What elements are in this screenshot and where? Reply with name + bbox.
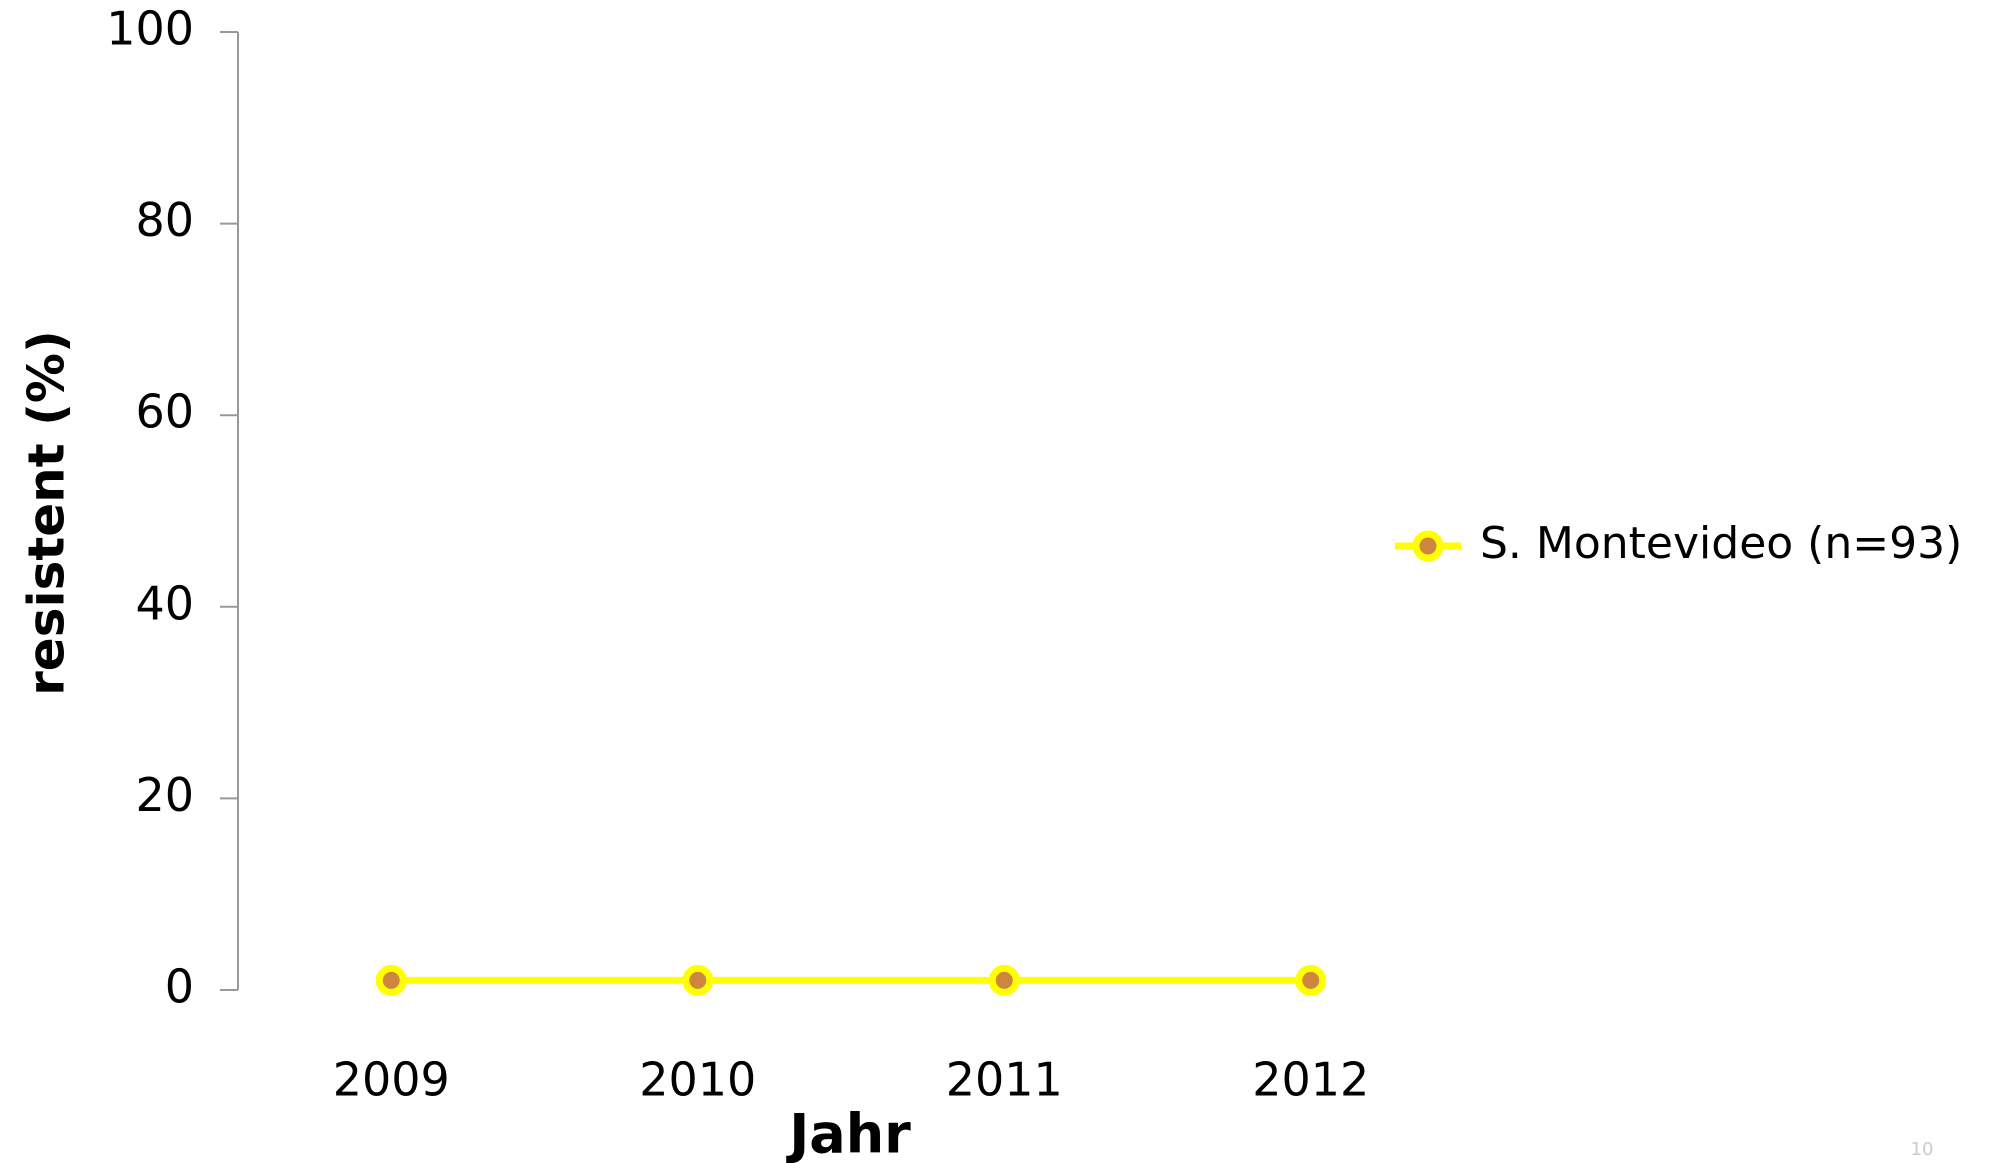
x-tick-label: 2010 [639,1053,756,1107]
legend-label: S. Montevideo (n=93) [1480,518,1962,569]
data-point [1295,964,1327,996]
y-tick-label: 80 [135,193,194,247]
x-tick-label: 2009 [333,1053,450,1107]
x-axis-label: Jahr [785,1103,911,1163]
data-point [682,964,714,996]
x-tick-label: 2012 [1252,1053,1369,1107]
page-number: 10 [1911,1139,1934,1160]
data-point [375,964,407,996]
y-tick-label: 20 [135,768,194,822]
y-tick-label: 40 [135,576,194,630]
legend-marker [1412,530,1444,562]
x-tick-label: 2011 [946,1053,1063,1107]
y-tick-label: 0 [165,960,194,1014]
y-tick-label: 100 [106,2,194,56]
data-point [988,964,1020,996]
y-tick-label: 60 [135,385,194,439]
y-axis-label: resistent (%) [18,330,76,696]
